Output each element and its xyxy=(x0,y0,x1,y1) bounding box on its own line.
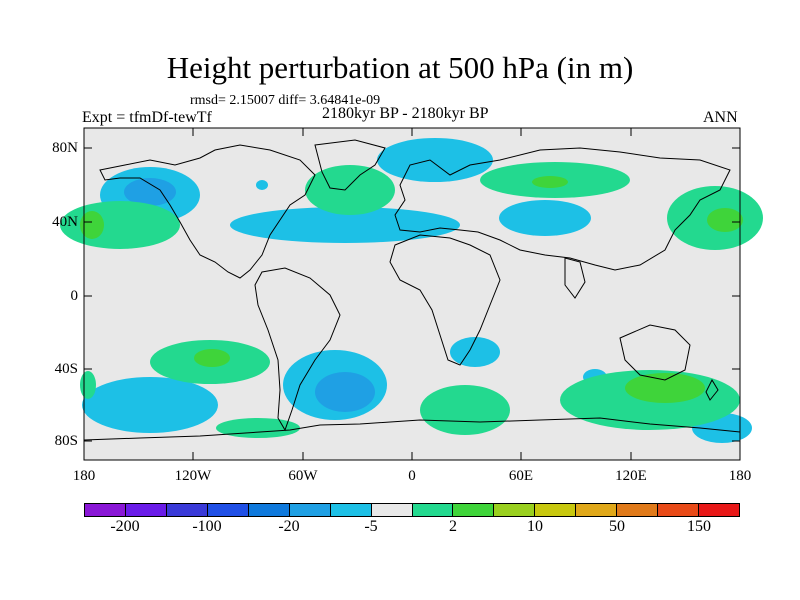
coastline-new-zealand xyxy=(705,378,719,401)
anomaly-blob xyxy=(80,371,96,399)
anomaly-blob xyxy=(124,178,176,206)
y-tick-label: 0 xyxy=(70,288,79,304)
colorbar-label: 50 xyxy=(609,518,625,535)
tick-marks xyxy=(84,128,740,460)
positive-anomaly-fills xyxy=(60,162,763,438)
colorbar xyxy=(84,503,740,517)
anomaly-blob xyxy=(216,418,300,438)
map-title: Height perturbation at 500 hPa (in m) xyxy=(166,50,634,85)
colorbar-label: 2 xyxy=(449,518,457,535)
x-tick-label: 60W xyxy=(288,468,318,484)
anomaly-blob xyxy=(82,377,218,433)
period-label: 2180kyr BP - 2180kyr BP xyxy=(322,105,489,122)
anomaly-blob xyxy=(305,165,395,215)
anomaly-blob xyxy=(625,373,705,403)
colorbar-label: -5 xyxy=(364,518,378,535)
colorbar-label: 150 xyxy=(687,518,711,535)
anomaly-blob xyxy=(80,211,104,239)
colorbar-swatch xyxy=(699,504,739,516)
colorbar-swatch xyxy=(85,504,126,516)
colorbar-label: -100 xyxy=(192,518,222,535)
colorbar-label: -200 xyxy=(110,518,140,535)
y-tick-label: 40N xyxy=(52,214,78,230)
coastline-eurasia xyxy=(394,147,731,271)
colorbar-swatch xyxy=(617,504,659,516)
coastline-south-america xyxy=(254,267,341,432)
anomaly-blob xyxy=(194,349,230,367)
coastline-africa xyxy=(389,234,501,366)
experiment-label: Expt = tfmDf-tewTf xyxy=(82,109,212,126)
x-tick-label: 60E xyxy=(508,468,534,484)
anomaly-blob xyxy=(256,180,268,190)
anomaly-blob xyxy=(420,385,510,435)
anomaly-blob xyxy=(499,200,591,236)
anomaly-blob xyxy=(315,372,375,412)
anomaly-blob xyxy=(377,138,493,182)
season-label: ANN xyxy=(703,109,738,126)
x-tick-label: 120W xyxy=(174,468,212,484)
colorbar-swatch xyxy=(248,504,290,516)
anomaly-blob xyxy=(60,201,180,249)
colorbar-swatch xyxy=(535,504,577,516)
y-tick-label: 80S xyxy=(54,433,78,449)
x-tick-label: 180 xyxy=(728,468,752,484)
x-tick-label: 180 xyxy=(72,468,96,484)
colorbar-swatch xyxy=(412,504,454,516)
colorbar-swatch xyxy=(576,504,618,516)
colorbar-swatch xyxy=(125,504,167,516)
colorbar-swatch xyxy=(371,504,413,516)
coastline-australia xyxy=(619,324,691,381)
coastline-india xyxy=(564,257,586,299)
coastline-antarctica xyxy=(83,417,741,441)
anomaly-blob xyxy=(450,337,500,367)
anomaly-blob xyxy=(707,208,743,232)
colorbar-swatch xyxy=(207,504,249,516)
colorbar-swatch xyxy=(289,504,331,516)
colorbar-label: -20 xyxy=(278,518,300,535)
coastline-greenland xyxy=(314,139,386,191)
colorbar-swatch xyxy=(166,504,208,516)
x-tick-label: 120E xyxy=(615,468,647,484)
colorbar-swatch xyxy=(453,504,495,516)
coastline-north-america xyxy=(99,144,316,279)
anomaly-blob xyxy=(532,176,568,188)
colorbar-swatch xyxy=(494,504,536,516)
colorbar-swatch xyxy=(330,504,372,516)
y-tick-label: 80N xyxy=(52,140,78,156)
x-tick-label: 0 xyxy=(408,468,416,484)
colorbar-swatch xyxy=(658,504,700,516)
y-tick-label: 40S xyxy=(54,361,78,377)
stats-line: rmsd= 2.15007 diff= 3.64841e-09 xyxy=(190,93,381,108)
coastlines xyxy=(83,139,741,441)
colorbar-label: 10 xyxy=(527,518,543,535)
anomaly-blob xyxy=(230,207,460,243)
